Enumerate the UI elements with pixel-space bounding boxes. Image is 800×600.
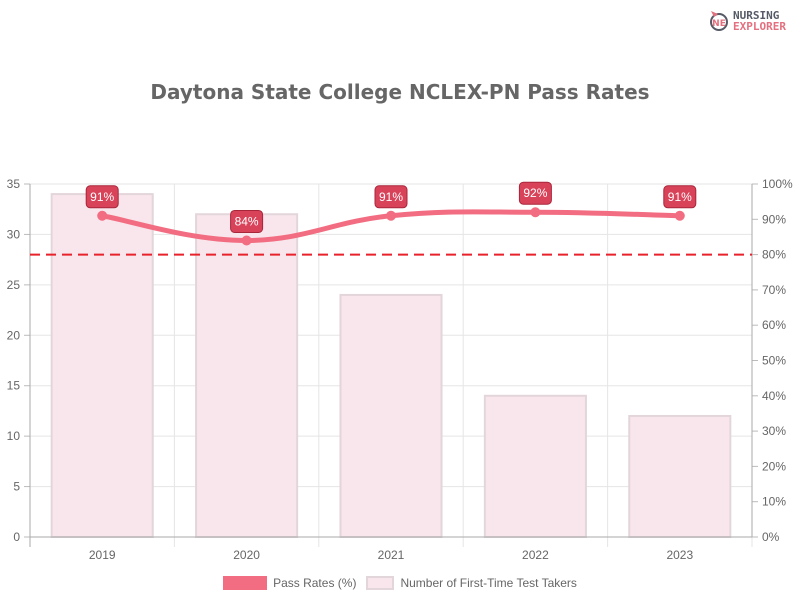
x-axis-tick: 2022 <box>522 548 549 562</box>
left-axis-tick: 35 <box>7 177 21 191</box>
logo-text-nursing: NURSING <box>733 9 780 22</box>
bar-2020[interactable] <box>195 213 299 538</box>
legend: Pass Rates (%) Number of First-Time Test… <box>0 576 800 590</box>
right-axis-tick: 10% <box>762 495 786 509</box>
x-axis-tick: 2019 <box>89 548 116 562</box>
left-axis-tick: 0 <box>13 530 20 544</box>
right-axis-tick: 40% <box>762 389 786 403</box>
right-axis-tick: 50% <box>762 354 786 368</box>
point-2023[interactable] <box>674 210 685 221</box>
line-series <box>97 207 685 246</box>
x-axis-tick: 2020 <box>233 548 260 562</box>
data-label-text: 91% <box>379 190 403 204</box>
data-label-box <box>230 209 264 233</box>
data-label-text: 91% <box>90 190 114 204</box>
left-axis-tick: 30 <box>7 227 21 241</box>
point-2022[interactable] <box>530 207 541 218</box>
logo-text-explorer: EXPLORER <box>733 20 786 33</box>
point-2019[interactable] <box>97 210 108 221</box>
left-axis-tick: 25 <box>7 278 21 292</box>
right-axis-tick: 20% <box>762 459 786 473</box>
point-2020[interactable] <box>241 235 252 246</box>
data-label-text: 84% <box>235 214 259 228</box>
chart-title: Daytona State College NCLEX-PN Pass Rate… <box>150 80 650 104</box>
logo-icon: NE <box>710 11 728 31</box>
legend-item-test-takers[interactable]: Number of First-Time Test Takers <box>366 576 577 590</box>
bar-2022[interactable] <box>483 394 587 538</box>
legend-item-pass-rates[interactable]: Pass Rates (%) <box>223 576 356 590</box>
data-label-box <box>374 185 408 209</box>
legend-label-pass-rates: Pass Rates (%) <box>273 576 357 590</box>
bar-2019[interactable] <box>50 193 154 538</box>
data-labels: 91% 84% 91% 92% 91% <box>85 181 697 233</box>
x-axis-tick: 2023 <box>666 548 693 562</box>
svg-text:NE: NE <box>712 19 726 29</box>
left-axis-tick: 20 <box>7 328 21 342</box>
right-axis-tick: 100% <box>762 177 793 191</box>
left-axis-tick: 5 <box>13 480 20 494</box>
x-axis-tick: 2021 <box>378 548 405 562</box>
right-axis-tick: 70% <box>762 283 786 297</box>
point-2021[interactable] <box>386 210 396 221</box>
legend-label-test-takers: Number of First-Time Test Takers <box>400 576 577 590</box>
legend-swatch-line <box>223 576 268 590</box>
data-label-text: 92% <box>523 186 547 200</box>
left-axis-tick: 15 <box>7 379 21 393</box>
data-label-box <box>85 185 119 209</box>
right-axis-tick: 90% <box>762 212 786 226</box>
right-axis-tick: 0% <box>762 530 780 544</box>
left-axis-tick: 10 <box>7 429 21 443</box>
data-label-box <box>663 185 697 209</box>
nursing-explorer-logo: NE NURSING EXPLORER <box>709 8 794 34</box>
bar-2021[interactable] <box>339 293 443 539</box>
data-label-box <box>518 181 552 205</box>
data-label-text: 91% <box>668 190 692 204</box>
legend-swatch-bar <box>366 576 395 590</box>
right-axis-tick: 30% <box>762 424 786 438</box>
bar-2023[interactable] <box>628 414 732 539</box>
right-axis-tick: 60% <box>762 318 786 332</box>
axes: 0 5 10 15 20 25 30 35 0% 10% 20% 30% 40% 50% 60% 70% 80%… <box>7 177 793 562</box>
right-axis-tick: 80% <box>762 248 786 262</box>
bar-series <box>50 193 732 539</box>
